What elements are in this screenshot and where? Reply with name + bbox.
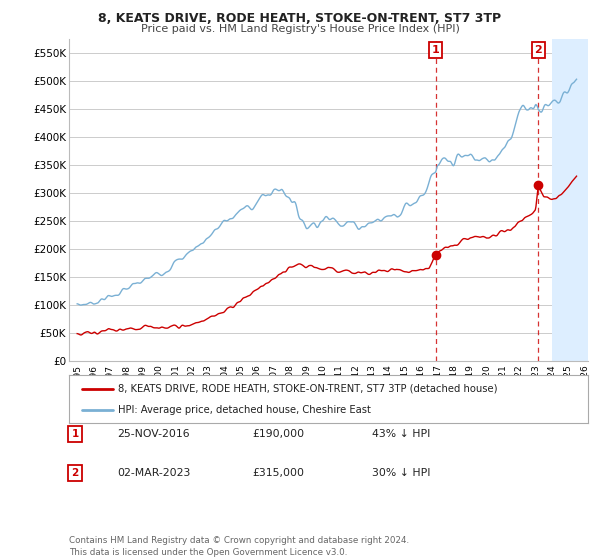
Text: 1: 1 [432,45,440,55]
Text: 02-MAR-2023: 02-MAR-2023 [117,468,190,478]
Text: HPI: Average price, detached house, Cheshire East: HPI: Average price, detached house, Ches… [118,405,371,415]
Text: £315,000: £315,000 [252,468,304,478]
Text: 30% ↓ HPI: 30% ↓ HPI [372,468,431,478]
Text: 43% ↓ HPI: 43% ↓ HPI [372,429,430,439]
Text: £190,000: £190,000 [252,429,304,439]
Bar [552,39,588,361]
Text: 2: 2 [71,468,79,478]
Text: 8, KEATS DRIVE, RODE HEATH, STOKE-ON-TRENT, ST7 3TP (detached house): 8, KEATS DRIVE, RODE HEATH, STOKE-ON-TRE… [118,384,498,394]
Text: 1: 1 [71,429,79,439]
Text: 25-NOV-2016: 25-NOV-2016 [117,429,190,439]
Text: 8, KEATS DRIVE, RODE HEATH, STOKE-ON-TRENT, ST7 3TP: 8, KEATS DRIVE, RODE HEATH, STOKE-ON-TRE… [98,12,502,25]
Text: Price paid vs. HM Land Registry's House Price Index (HPI): Price paid vs. HM Land Registry's House … [140,24,460,34]
Text: 2: 2 [535,45,542,55]
Text: Contains HM Land Registry data © Crown copyright and database right 2024.
This d: Contains HM Land Registry data © Crown c… [69,536,409,557]
